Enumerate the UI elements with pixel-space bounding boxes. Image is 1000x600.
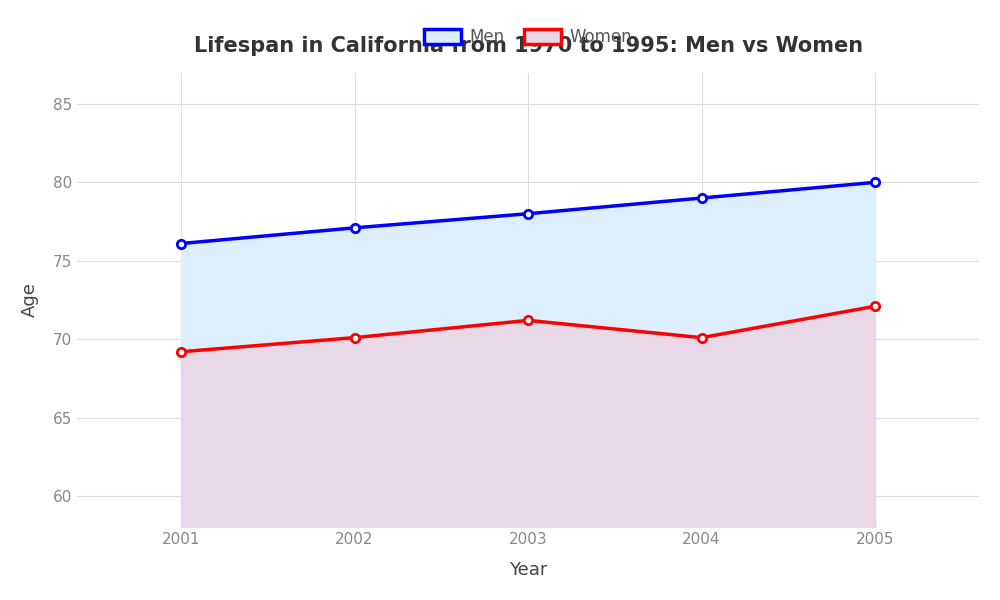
Legend: Men, Women: Men, Women — [418, 22, 639, 53]
Title: Lifespan in California from 1970 to 1995: Men vs Women: Lifespan in California from 1970 to 1995… — [194, 36, 863, 56]
Y-axis label: Age: Age — [21, 283, 39, 317]
X-axis label: Year: Year — [509, 561, 547, 579]
